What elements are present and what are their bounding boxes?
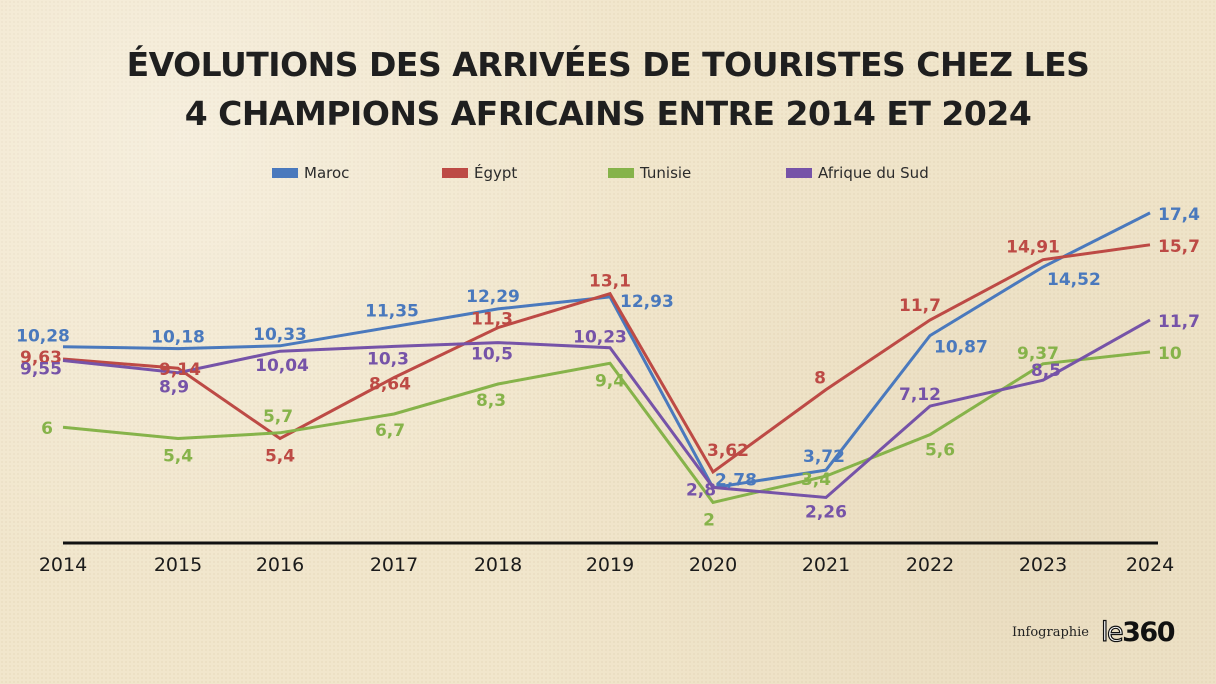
data-label-tunisie-2019: 9,4 xyxy=(595,371,625,391)
data-label-maroc-2016: 10,33 xyxy=(253,325,307,345)
data-label-tunisie-2022: 5,6 xyxy=(925,441,955,461)
data-label-afrique-du-sud-2015: 8,9 xyxy=(159,378,189,398)
legend-swatch-afrique-du-sud xyxy=(786,168,812,178)
data-labels: 10,28 10,18 10,33 11,35 12,29 12,93 2,78 3,72 10… xyxy=(16,205,1200,531)
data-label-egypt-2014: 9,63 xyxy=(20,348,62,368)
x-tick-label-2022: 2022 xyxy=(906,554,954,576)
data-label-tunisie-2024: 10 xyxy=(1158,344,1182,364)
data-label-maroc-2021: 3,72 xyxy=(803,447,845,467)
infographie-credit: Infographie xyxy=(1012,625,1089,640)
series-line-maroc xyxy=(62,211,1151,490)
data-label-egypt-2019: 13,1 xyxy=(589,272,631,292)
series-line-afrique-du-sud xyxy=(62,318,1151,500)
data-label-afrique-du-sud-2019: 10,23 xyxy=(573,328,627,348)
data-label-afrique-du-sud-2021: 2,26 xyxy=(805,503,847,523)
x-tick-label-2017: 2017 xyxy=(370,554,418,576)
series-line-tunisie xyxy=(62,350,1151,505)
logo-le: le xyxy=(1100,616,1124,648)
legend: Maroc Égypt Tunisie Afrique du Sud xyxy=(0,162,1216,184)
data-label-afrique-du-sud-2023: 8,5 xyxy=(1031,361,1061,381)
chart-title: ÉVOLUTIONS DES ARRIVÉES DE TOURISTES CHE… xyxy=(0,40,1216,138)
data-label-afrique-du-sud-2014: 9,55 xyxy=(20,359,62,379)
data-label-maroc-2020: 2,78 xyxy=(715,471,757,491)
legend-label-tunisie: Tunisie xyxy=(640,164,692,182)
data-label-tunisie-2023: 9,37 xyxy=(1017,344,1059,364)
data-label-tunisie-2016: 5,7 xyxy=(263,407,293,427)
x-tick-labels: 2014 2015 2016 2017 2018 2019 2020 2021 2022 2023… xyxy=(39,554,1174,576)
data-label-egypt-2023: 14,91 xyxy=(1006,238,1060,258)
legend-swatch-tunisie xyxy=(608,168,634,178)
data-label-maroc-2024: 17,4 xyxy=(1158,205,1200,225)
data-label-maroc-2019: 12,93 xyxy=(620,292,674,312)
series-lines xyxy=(62,211,1151,505)
legend-swatch-maroc xyxy=(272,168,298,178)
data-label-maroc-2023: 14,52 xyxy=(1047,270,1101,290)
data-label-egypt-2022: 11,7 xyxy=(899,296,941,316)
x-tick-label-2014: 2014 xyxy=(39,554,87,576)
data-label-maroc-2018: 12,29 xyxy=(466,287,520,307)
data-label-egypt-2024: 15,7 xyxy=(1158,237,1200,257)
data-label-afrique-du-sud-2017: 10,3 xyxy=(367,349,409,369)
data-label-egypt-2015: 9,14 xyxy=(159,360,201,380)
le360-logo: le360 xyxy=(1100,616,1175,648)
data-label-tunisie-2014: 6 xyxy=(41,419,53,439)
chart-title-line-2: 4 CHAMPIONS AFRICAINS ENTRE 2014 ET 2024 xyxy=(184,94,1032,133)
data-label-egypt-2016: 5,4 xyxy=(265,446,295,466)
x-tick-label-2023: 2023 xyxy=(1019,554,1067,576)
x-tick-label-2016: 2016 xyxy=(256,554,304,576)
footer: Infographie le360 xyxy=(1012,616,1175,648)
legend-item-maroc: Maroc xyxy=(272,162,349,184)
data-label-afrique-du-sud-2020: 2,8 xyxy=(686,480,716,500)
chart-title-line-1: ÉVOLUTIONS DES ARRIVÉES DE TOURISTES CHE… xyxy=(126,45,1090,84)
data-label-tunisie-2020: 2 xyxy=(703,510,715,530)
x-tick-label-2019: 2019 xyxy=(586,554,634,576)
legend-label-egypt: Égypt xyxy=(474,164,518,182)
x-tick-label-2021: 2021 xyxy=(802,554,850,576)
data-label-tunisie-2017: 6,7 xyxy=(375,421,405,441)
logo-360: 360 xyxy=(1122,617,1175,648)
data-label-afrique-du-sud-2018: 10,5 xyxy=(471,345,513,365)
legend-item-tunisie: Tunisie xyxy=(608,162,691,184)
legend-label-afrique-du-sud: Afrique du Sud xyxy=(818,164,929,182)
x-tick-label-2024: 2024 xyxy=(1126,554,1174,576)
data-label-egypt-2020: 3,62 xyxy=(707,441,749,461)
data-label-tunisie-2015: 5,4 xyxy=(163,446,193,466)
data-label-egypt-2018: 11,3 xyxy=(471,310,513,330)
legend-label-maroc: Maroc xyxy=(304,164,350,182)
x-tick-label-2018: 2018 xyxy=(474,554,522,576)
data-label-tunisie-2018: 8,3 xyxy=(476,391,506,411)
data-label-tunisie-2021: 3,4 xyxy=(801,470,831,490)
data-label-afrique-du-sud-2016: 10,04 xyxy=(255,356,309,376)
x-tick-label-2015: 2015 xyxy=(154,554,202,576)
legend-swatch-egypt xyxy=(442,168,468,178)
data-label-maroc-2015: 10,18 xyxy=(151,328,205,348)
data-label-maroc-2022: 10,87 xyxy=(934,338,988,358)
data-label-egypt-2021: 8 xyxy=(814,369,826,389)
series-line-egypt xyxy=(62,243,1151,475)
data-label-maroc-2014: 10,28 xyxy=(16,327,70,347)
legend-item-egypt: Égypt xyxy=(442,162,517,184)
data-label-afrique-du-sud-2024: 11,7 xyxy=(1158,312,1200,332)
x-tick-label-2020: 2020 xyxy=(689,554,737,576)
data-label-egypt-2017: 8,64 xyxy=(369,375,411,395)
data-label-maroc-2017: 11,35 xyxy=(365,302,419,322)
data-label-afrique-du-sud-2022: 7,12 xyxy=(899,385,941,405)
legend-item-afrique-du-sud: Afrique du Sud xyxy=(786,162,929,184)
